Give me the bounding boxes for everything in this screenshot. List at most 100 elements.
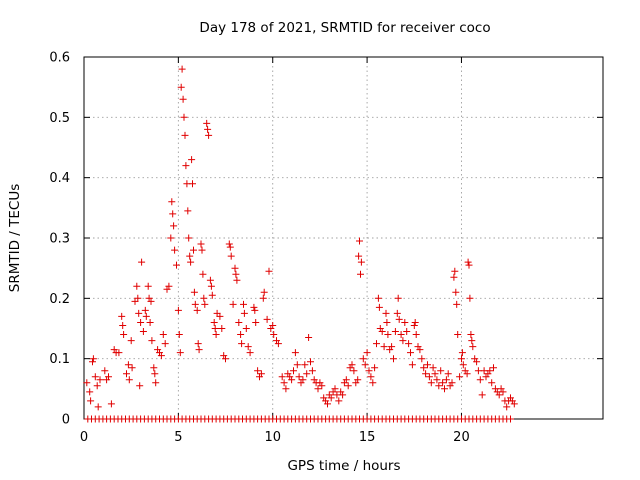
data-point [297,379,305,387]
data-point [468,337,476,345]
data-point [444,370,452,378]
data-point [359,355,367,363]
data-point [414,343,422,351]
data-point [204,125,212,133]
data-point [388,343,396,351]
data-point [138,258,146,266]
data-point [225,240,233,248]
data-point [322,397,330,405]
y-tick-label: 0.2 [49,292,70,307]
data-point [386,346,394,354]
data-point [382,309,390,317]
data-point [181,131,189,139]
data-point [148,337,156,345]
data-point [89,358,96,366]
gridlines [84,57,603,419]
data-point [273,337,280,345]
data-point [270,331,278,338]
data-point [89,355,97,363]
data-point [159,331,167,338]
data-point [361,361,369,369]
data-point [425,373,433,381]
y-tick-label: 0.1 [49,352,70,367]
data-point [424,361,431,369]
data-point [303,370,311,378]
data-point [242,325,250,332]
data-point [203,119,211,127]
data-point [198,246,206,254]
data-point [229,300,237,308]
data-points [83,65,518,423]
data-point [269,322,277,329]
y-tick-label: 0.4 [49,171,70,186]
data-point [355,252,363,260]
data-point [250,303,258,311]
data-point [168,198,176,206]
data-point [190,246,197,254]
data-point [510,400,518,408]
data-point [373,340,380,348]
data-point [503,403,511,411]
data-point [144,282,152,290]
data-point [180,113,188,121]
data-point [450,273,458,281]
data-point [435,382,443,390]
data-point [197,240,205,248]
data-point [222,355,229,363]
data-point [252,319,260,326]
data-point [365,367,373,375]
data-point [152,379,160,387]
data-point [473,358,481,366]
data-point [331,385,339,393]
data-point [401,319,409,326]
data-point [422,370,430,378]
data-point [397,331,405,338]
data-point [235,319,243,326]
data-point [186,252,194,260]
data-point [437,367,445,375]
data-point [490,364,497,372]
data-point [251,306,259,314]
data-point [141,306,149,314]
data-point [240,300,247,308]
data-point [461,367,469,375]
data-point [120,331,128,338]
data-point [150,364,158,372]
data-point [380,343,388,351]
data-point [410,322,418,329]
data-point [87,397,95,405]
data-point [139,328,147,335]
x-tick-label: 15 [359,430,376,445]
data-point [280,379,288,387]
data-point [185,234,193,242]
data-point [448,379,456,387]
data-point [367,373,375,381]
data-point [171,246,179,254]
data-point [295,373,303,381]
data-point [305,334,313,341]
data-point [118,312,126,320]
data-point [211,325,219,332]
data-point [246,349,254,357]
data-point [346,364,354,372]
data-point [471,355,479,363]
axis-ticks: 0 0.1 0.2 0.3 0.4 0.5 0.6 0 5 10 15 20 [49,51,603,445]
data-point [390,355,397,363]
data-point [466,294,474,302]
data-point [350,367,358,375]
data-point [393,309,401,317]
data-point [451,267,459,275]
data-point [226,243,234,251]
data-point [263,315,271,323]
data-point [465,261,473,269]
data-point [431,370,439,378]
data-point [244,343,252,351]
y-tick-label: 0.3 [49,232,70,247]
data-point [161,340,169,348]
data-point [495,391,503,399]
data-point [456,373,464,381]
data-point [207,282,215,290]
data-point [342,376,350,384]
data-point [147,297,155,305]
